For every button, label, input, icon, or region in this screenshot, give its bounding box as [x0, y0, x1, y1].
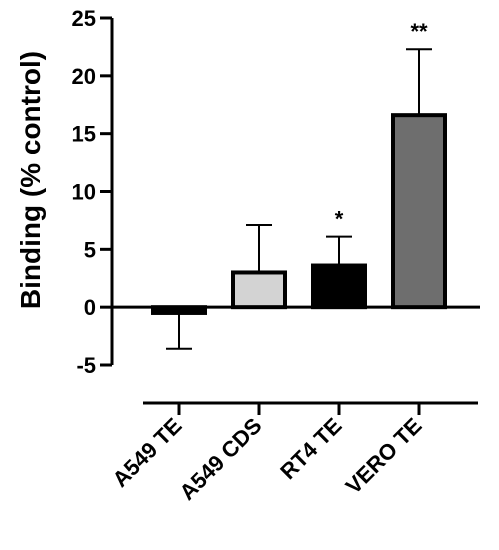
significance-marker: **: [410, 19, 428, 44]
bars: ***: [112, 19, 480, 350]
y-tick-label: 25: [72, 6, 96, 31]
bar: [391, 113, 447, 310]
significance-marker: *: [335, 207, 344, 232]
y-axis: -5 0 5 10 15 20 25: [72, 6, 114, 378]
y-tick-label: 0: [84, 295, 96, 320]
y-tick-label: 15: [72, 122, 96, 147]
y-tick-label: 10: [72, 180, 96, 205]
x-tick-label: VERO TE: [341, 413, 427, 499]
x-tick-label: A549 TE: [107, 413, 186, 492]
x-tick-label: RT4 TE: [275, 413, 346, 484]
y-tick-label: -5: [76, 353, 96, 378]
x-tick-label: A549 CDS: [175, 413, 267, 505]
bar: [231, 270, 287, 310]
y-axis-title: Binding (% control): [15, 51, 46, 309]
y-tick-label: 5: [84, 237, 96, 262]
bar: [311, 263, 367, 310]
bar: [151, 305, 207, 315]
y-tick-label: 20: [72, 64, 96, 89]
